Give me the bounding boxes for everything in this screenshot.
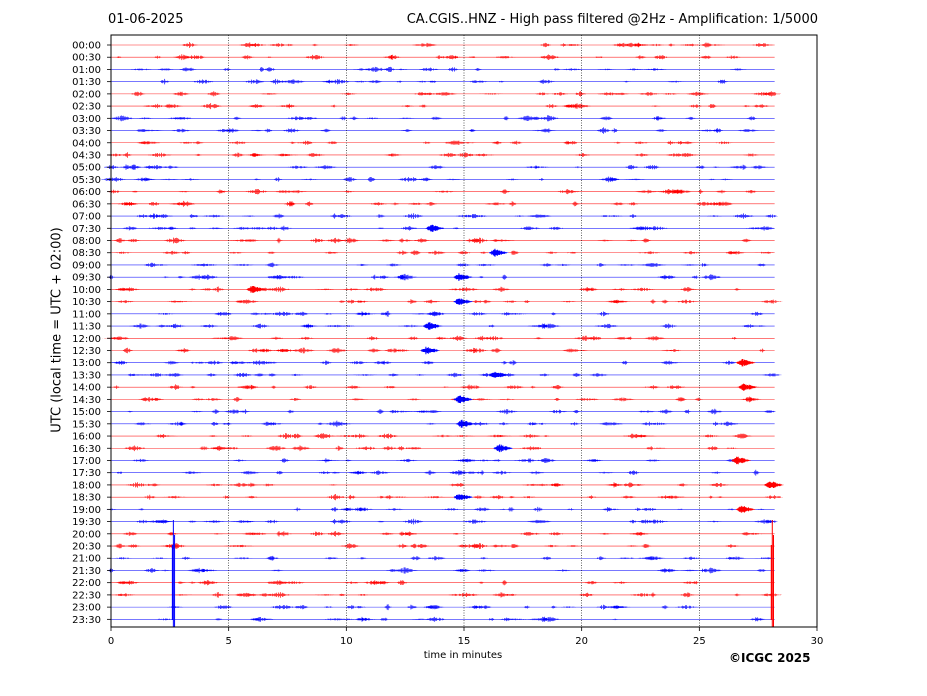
row-label: 21:30 <box>72 566 101 577</box>
x-tick-label: 10 <box>340 636 353 647</box>
row-label: 11:00 <box>72 309 101 320</box>
trace-noise <box>115 200 735 207</box>
row-label: 12:30 <box>72 346 101 357</box>
seismic-event <box>488 248 509 257</box>
seismic-event <box>738 383 758 391</box>
row-label: 19:00 <box>72 505 101 516</box>
row-label: 10:00 <box>72 285 101 296</box>
row-label: 03:00 <box>72 114 101 125</box>
row-label: 02:30 <box>72 102 101 113</box>
row-label: 20:30 <box>72 542 101 553</box>
row-label: 23:30 <box>72 615 101 626</box>
copyright-text: ©ICGC 2025 <box>729 651 811 665</box>
x-axis-label: time in minutes <box>423 650 503 661</box>
seismic-event <box>453 298 473 305</box>
x-tick-label: 5 <box>225 636 231 647</box>
seismic-event <box>246 286 266 293</box>
row-label: 22:30 <box>72 590 101 601</box>
x-tick-label: 30 <box>811 636 824 647</box>
x-tick-label: 25 <box>693 636 706 647</box>
row-label: 23:00 <box>72 603 101 614</box>
seismic-event <box>453 395 473 404</box>
row-label: 07:30 <box>72 224 101 235</box>
row-label: 08:30 <box>72 248 101 259</box>
trace-noise <box>113 543 739 549</box>
row-label: 01:30 <box>72 77 101 88</box>
trace-noise <box>114 299 783 304</box>
row-label: 16:00 <box>72 432 101 443</box>
row-label: 20:00 <box>72 529 101 540</box>
row-label: 15:30 <box>72 419 101 430</box>
row-label: 06:00 <box>72 187 101 198</box>
row-label: 10:30 <box>72 297 101 308</box>
seismic-event <box>731 456 751 465</box>
seismic-event <box>423 322 443 330</box>
row-label: 07:00 <box>72 212 101 223</box>
row-label: 08:00 <box>72 236 101 247</box>
spike-transient <box>770 520 774 627</box>
row-label: 15:00 <box>72 407 101 418</box>
trace-noise <box>107 189 758 195</box>
row-label: 16:30 <box>72 444 101 455</box>
trace-noise <box>123 445 739 452</box>
trace-noise <box>131 458 739 463</box>
row-label: 09:30 <box>72 273 101 284</box>
x-tick-label: 0 <box>108 636 114 647</box>
x-tick-label: 15 <box>458 636 471 647</box>
row-label: 13:30 <box>72 370 101 381</box>
row-label: 13:00 <box>72 358 101 369</box>
row-label: 05:30 <box>72 175 101 186</box>
seismic-event <box>455 419 476 428</box>
row-label: 18:00 <box>72 480 101 491</box>
trace-noise <box>116 54 741 61</box>
row-label: 14:30 <box>72 395 101 406</box>
row-label: 17:00 <box>72 456 101 467</box>
seismic-event <box>488 371 509 378</box>
row-label: 00:00 <box>72 41 101 52</box>
row-label: 11:30 <box>72 322 101 333</box>
seismic-event <box>453 273 473 281</box>
row-label: 17:30 <box>72 468 101 479</box>
plot-title: CA.CGIS..HNZ - High pass filtered @2Hz -… <box>406 12 818 27</box>
row-label: 04:30 <box>72 150 101 161</box>
seismic-event <box>493 444 513 453</box>
seismic-event <box>453 494 473 500</box>
row-label: 21:00 <box>72 554 101 565</box>
row-label: 09:00 <box>72 260 101 271</box>
row-label: 18:30 <box>72 493 101 504</box>
seismic-event <box>425 224 445 232</box>
seismic-event <box>736 359 756 367</box>
row-label: 02:00 <box>72 89 101 100</box>
row-label: 14:00 <box>72 383 101 394</box>
trace-noise <box>131 91 781 97</box>
row-label: 05:00 <box>72 163 101 174</box>
row-label: 04:00 <box>72 138 101 149</box>
seismic-event <box>736 505 756 513</box>
row-label: 06:30 <box>72 199 101 210</box>
row-label: 03:30 <box>72 126 101 137</box>
seismic-event <box>764 481 784 488</box>
row-label: 19:30 <box>72 517 101 528</box>
row-label: 12:00 <box>72 334 101 345</box>
spike-transient <box>171 520 176 627</box>
seismic-event <box>420 346 440 355</box>
x-tick-label: 20 <box>575 636 588 647</box>
row-label: 01:00 <box>72 65 101 76</box>
row-label: 22:00 <box>72 578 101 589</box>
row-label: 00:30 <box>72 53 101 64</box>
plot-date: 01-06-2025 <box>108 12 184 27</box>
